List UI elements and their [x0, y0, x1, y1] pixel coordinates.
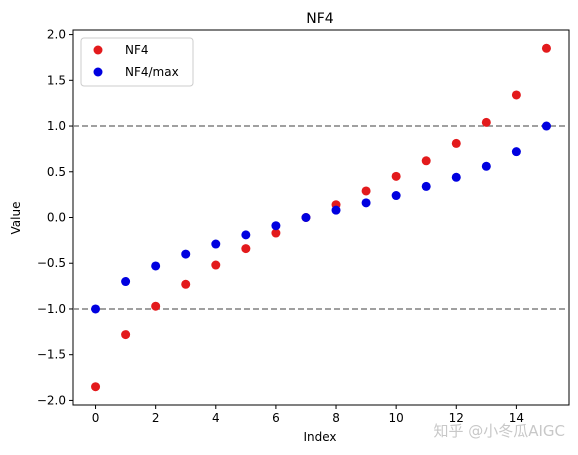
data-point — [241, 244, 251, 254]
x-tick-label: 4 — [212, 411, 220, 425]
data-point — [361, 186, 371, 196]
data-point — [481, 117, 491, 127]
x-tick-label: 14 — [509, 411, 524, 425]
legend-box — [80, 37, 194, 87]
reference-lines — [73, 125, 569, 310]
legend-marker — [93, 67, 103, 77]
y-tick-label: 0.5 — [47, 165, 66, 179]
y-tick-label: 2.0 — [47, 28, 66, 42]
x-tick-label: 10 — [389, 411, 404, 425]
data-point — [241, 230, 251, 240]
y-tick-label: −1.0 — [37, 302, 66, 316]
data-point — [361, 198, 371, 208]
data-point — [91, 304, 101, 314]
x-tick-label: 8 — [332, 411, 340, 425]
y-tick-label: 1.0 — [47, 119, 66, 133]
legend-marker — [93, 45, 103, 55]
chart-title: NF4 — [306, 11, 334, 27]
data-point — [151, 301, 161, 311]
data-point — [511, 147, 521, 157]
legend: NF4 NF4/max — [80, 37, 194, 87]
data-point — [121, 330, 131, 340]
data-point — [511, 90, 521, 100]
data-point — [271, 228, 281, 238]
y-axis: −2.0 −1.5 −1.0 −0.5 0.0 0.5 1.0 1.5 2.0 — [37, 28, 73, 407]
data-point — [211, 260, 221, 270]
data-point — [271, 221, 281, 231]
x-axis-label: Index — [303, 430, 336, 444]
data-point — [391, 171, 401, 181]
data-point — [91, 382, 101, 392]
x-tick-label: 6 — [272, 411, 280, 425]
data-point — [181, 279, 191, 289]
data-point — [451, 172, 461, 182]
data-point — [391, 191, 401, 201]
data-point — [451, 138, 461, 148]
data-point — [541, 43, 551, 53]
data-point — [421, 181, 431, 191]
data-point — [541, 121, 551, 131]
data-point — [421, 156, 431, 166]
legend-label: NF4 — [125, 43, 149, 57]
y-tick-label: −1.5 — [37, 348, 66, 362]
data-point — [211, 239, 221, 249]
legend-label: NF4/max — [125, 65, 179, 79]
data-point — [181, 249, 191, 259]
data-point — [151, 261, 161, 271]
y-axis-label: Value — [9, 202, 23, 235]
x-axis: 0 2 4 6 8 10 12 14 — [92, 405, 524, 425]
data-point — [481, 161, 491, 171]
y-tick-label: −2.0 — [37, 393, 66, 407]
x-tick-label: 12 — [449, 411, 464, 425]
data-point — [121, 277, 131, 287]
watermark: 知乎 @小冬瓜AIGC — [433, 422, 565, 440]
data-point — [301, 213, 311, 222]
x-tick-label: 2 — [152, 411, 160, 425]
data-point — [331, 205, 341, 215]
data-points — [91, 43, 551, 392]
x-tick-label: 0 — [92, 411, 100, 425]
y-tick-label: 0.0 — [47, 211, 66, 225]
y-tick-label: −0.5 — [37, 256, 66, 270]
y-tick-label: 1.5 — [47, 73, 66, 87]
